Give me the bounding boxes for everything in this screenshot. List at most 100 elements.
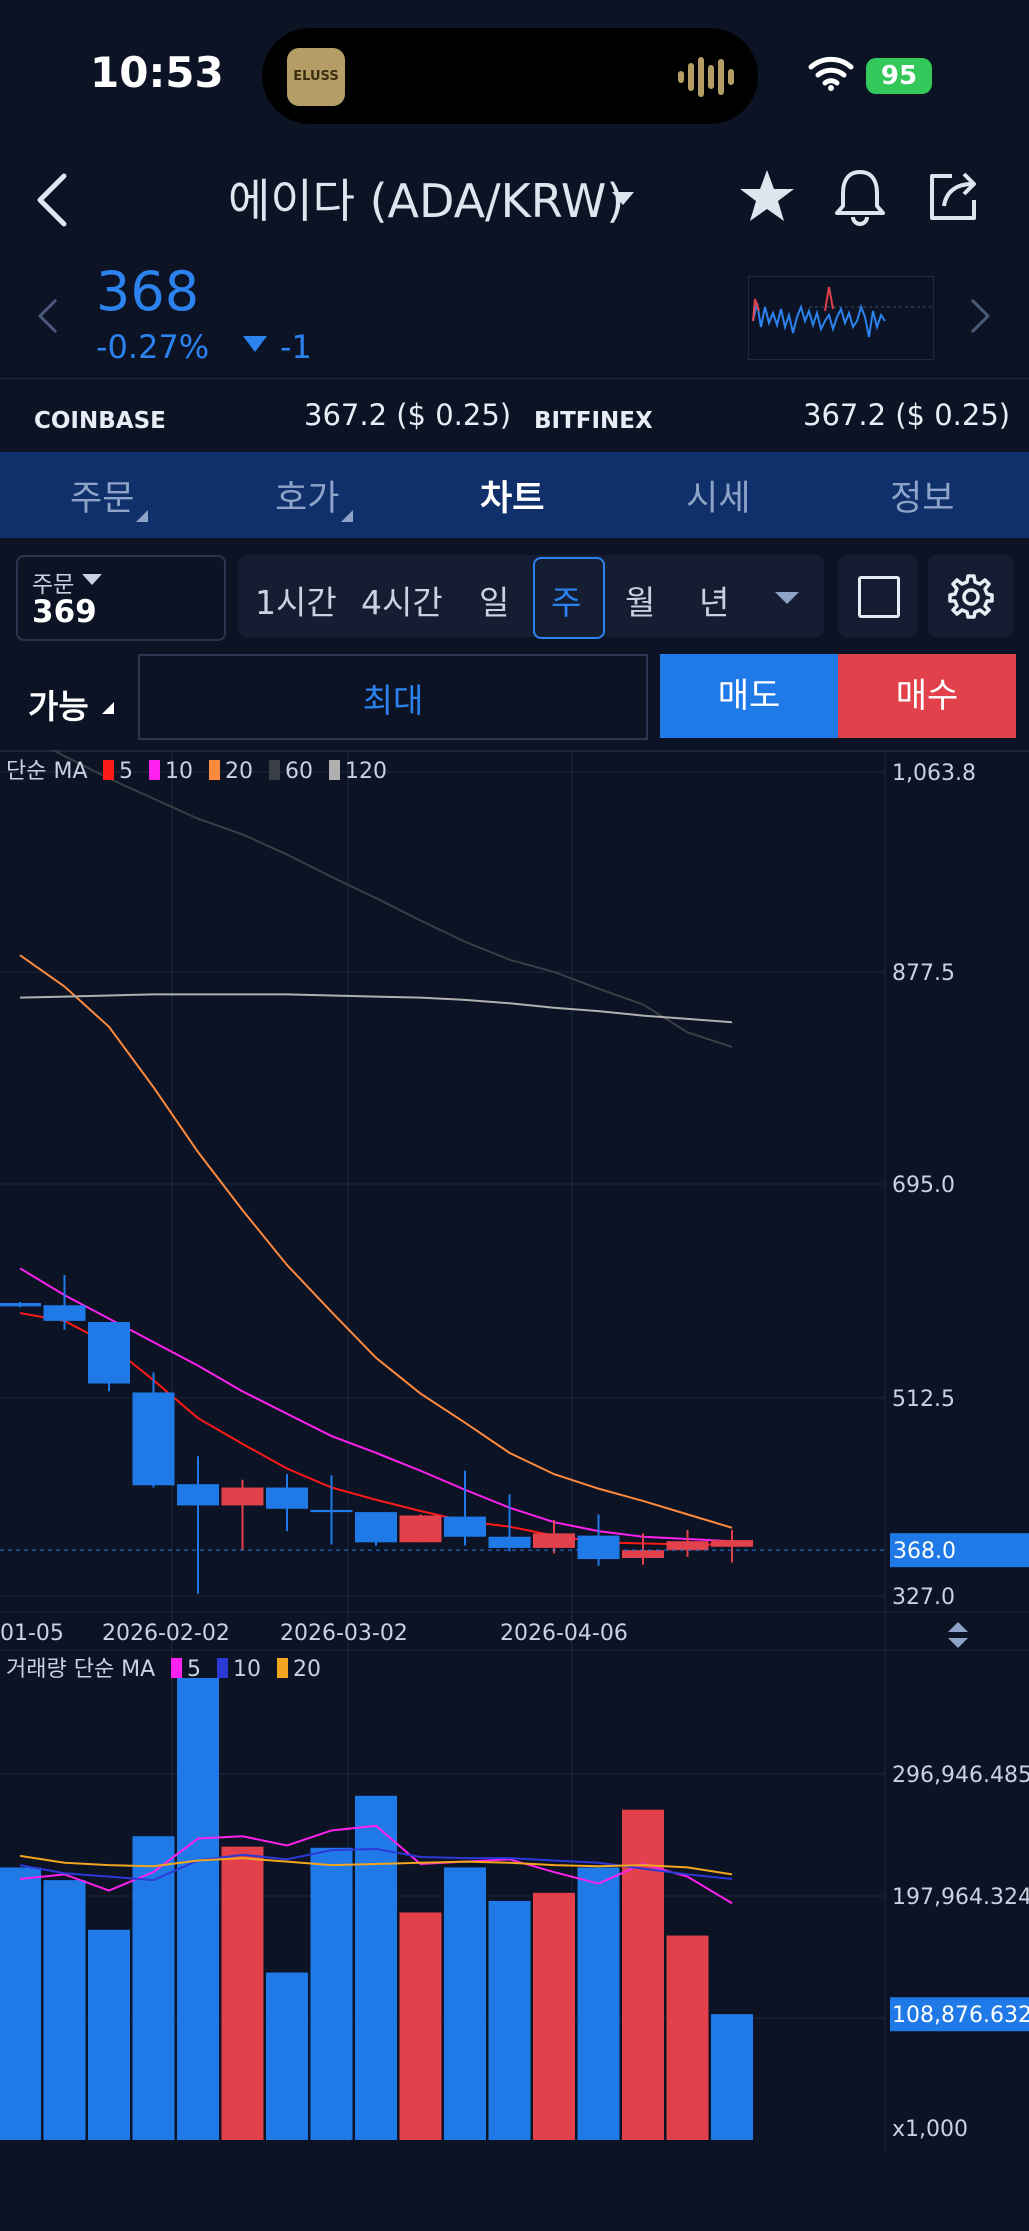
mini-price-chart — [748, 276, 934, 360]
previous-coin-button[interactable] — [36, 296, 60, 336]
date-axis-label: 2026-04-06 — [500, 1621, 628, 1646]
volume-legend-label: 20 — [293, 1657, 321, 1682]
date-axis-strip — [0, 1612, 1029, 1624]
exchange-value-coinbase: 367.2 ($ 0.25) — [304, 398, 512, 432]
price-axis-label: 877.5 — [892, 961, 955, 986]
fullscreen-button[interactable] — [838, 555, 918, 637]
current-price: 368 — [96, 260, 200, 323]
interval-1h[interactable]: 1시간 — [255, 583, 337, 622]
available-label[interactable]: 가능 — [28, 687, 89, 726]
price-axis-label: 327.0 — [892, 1585, 955, 1610]
candle-body — [88, 1322, 130, 1384]
notification-bell-button[interactable] — [832, 166, 888, 226]
chart-settings-button[interactable] — [928, 555, 1014, 637]
current-price-tag — [890, 1533, 1029, 1568]
volume-ma-lines — [19, 1824, 733, 1905]
next-coin-button[interactable] — [968, 296, 992, 336]
volume-bar — [711, 2014, 753, 2140]
interval-month[interactable]: 월 — [625, 583, 656, 622]
app-icon: ELUSS — [287, 48, 345, 106]
tab-orderbook[interactable]: 호가 — [275, 479, 340, 519]
volume-bar — [88, 1929, 130, 2140]
interval-week[interactable]: 주 — [551, 583, 582, 622]
tab-chart[interactable]: 차트 — [480, 479, 545, 519]
resize-up-icon — [948, 1622, 968, 1632]
interval-year[interactable]: 년 — [699, 583, 730, 622]
date-axis-label: 01-05 — [0, 1621, 64, 1646]
price-legend-label: 60 — [285, 759, 313, 784]
volume-bar — [488, 1900, 531, 2140]
volume-bars — [0, 1678, 753, 2140]
tab-info[interactable]: 정보 — [890, 479, 955, 519]
candle-body — [355, 1512, 397, 1543]
order-value: 369 — [32, 594, 97, 630]
interval-day[interactable]: 일 — [479, 583, 510, 622]
share-button[interactable] — [926, 168, 982, 224]
back-button[interactable] — [30, 170, 80, 230]
volume-axis-label: 197,964.324 — [892, 1885, 1029, 1910]
tab-order[interactable]: 주문 — [70, 479, 135, 519]
volume-ma-line-10 — [19, 1847, 733, 1882]
candlesticks — [0, 1275, 753, 1594]
volume-legend-label: 10 — [233, 1657, 261, 1682]
resize-down-icon — [948, 1638, 968, 1648]
volume-bar — [0, 1867, 41, 2140]
title-dropdown-icon[interactable] — [612, 192, 634, 205]
volume-legend-swatch — [277, 1658, 288, 1678]
price-legend-swatch — [329, 760, 340, 780]
price-axis-label: 695.0 — [892, 1173, 955, 1198]
down-triangle-icon — [243, 336, 267, 352]
favorite-star-button[interactable] — [738, 168, 796, 226]
price-legend-label: 120 — [345, 759, 387, 784]
candle-body — [711, 1540, 753, 1547]
current-volume-label: 108,876.632 — [892, 2003, 1029, 2028]
sell-button[interactable]: 매도 — [660, 654, 838, 738]
price-legend-swatch — [103, 760, 114, 780]
price-legend-swatch — [149, 760, 160, 780]
ma-line-20 — [19, 954, 733, 1529]
exchange-price-row — [0, 378, 1029, 453]
candle-body — [0, 1302, 41, 1307]
volume-bar — [355, 1795, 397, 2140]
buy-button[interactable]: 매수 — [838, 654, 1016, 738]
volume-legend-swatch — [217, 1658, 228, 1678]
volume-bar — [444, 1867, 486, 2140]
selected-interval-highlight — [533, 557, 605, 639]
max-quantity-label: 최대 — [362, 681, 424, 720]
interval-selector — [238, 555, 824, 637]
candle-body — [221, 1487, 264, 1506]
order-dropdown-icon — [82, 574, 102, 585]
candle-body — [266, 1487, 308, 1509]
exchange-name-bitfinex: BITFINEX — [534, 408, 653, 434]
volume-bar — [177, 1678, 219, 2140]
order-price-selector[interactable] — [16, 555, 226, 641]
candle-body — [533, 1533, 575, 1548]
moving-average-lines — [19, 750, 733, 1546]
price-legend-label: 20 — [225, 759, 253, 784]
interval-more-icon[interactable] — [775, 592, 799, 604]
candle-body — [132, 1392, 175, 1486]
candle-body — [666, 1541, 709, 1551]
price-legend-swatch — [269, 760, 280, 780]
square-icon — [858, 576, 900, 618]
candle-body — [177, 1484, 219, 1506]
tab-market[interactable]: 시세 — [686, 479, 751, 519]
page-title[interactable]: 에이다 (ADA/KRW) — [228, 174, 625, 228]
chart-legends: 단순 MA 5 10 20 60 120 거래량 단순 MA 5 10 20 — [6, 759, 387, 1682]
battery-indicator: 95 — [866, 58, 932, 94]
price-legend-label: 5 — [119, 759, 133, 784]
ma-line-60 — [51, 750, 733, 1048]
max-quantity-box[interactable] — [138, 654, 648, 740]
volume-bar — [666, 1935, 709, 2140]
interval-4h[interactable]: 4시간 — [361, 583, 443, 622]
tab-bar — [0, 452, 1029, 538]
audio-wave-icon — [678, 57, 734, 97]
volume-bar — [310, 1847, 353, 2140]
volume-bar — [622, 1809, 664, 2140]
candle-body — [310, 1509, 353, 1513]
volume-ma-line-20 — [19, 1854, 733, 1876]
change-percent: -0.27% — [96, 328, 210, 366]
volume-bar — [577, 1867, 620, 2140]
